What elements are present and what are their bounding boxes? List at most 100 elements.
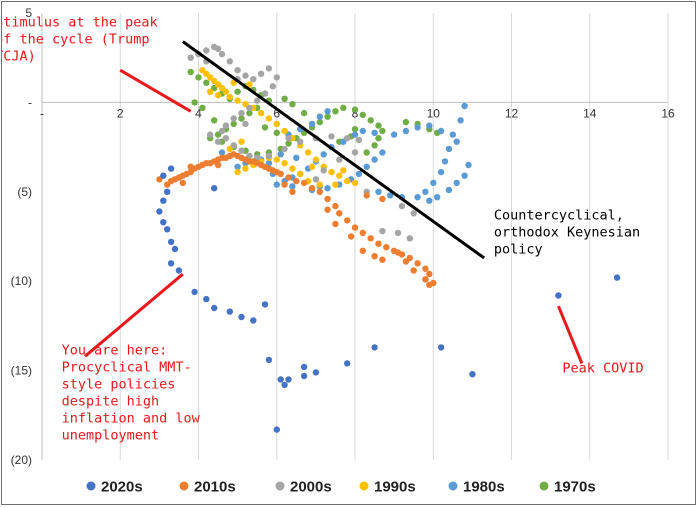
legend-marker (179, 481, 189, 491)
data-point (171, 245, 179, 253)
data-point (230, 120, 237, 128)
data-point (308, 185, 316, 192)
data-point (285, 376, 292, 383)
x-tick-label: 10 (427, 106, 441, 120)
data-point (375, 240, 382, 247)
data-point (234, 168, 241, 176)
data-point (387, 192, 394, 199)
data-point (402, 127, 410, 135)
data-point (285, 174, 292, 181)
data-point (379, 149, 386, 156)
data-point (359, 247, 366, 254)
data-point (289, 165, 296, 172)
data-point (426, 122, 433, 129)
data-point (281, 160, 288, 167)
data-point (426, 197, 433, 204)
data-point (226, 58, 233, 65)
data-point (207, 131, 214, 138)
axes: - 2 4 6 8 10 12 14 16 5 - (5) (10) (15) (20) (11, 6, 675, 467)
data-point (379, 127, 386, 135)
data-point (328, 133, 335, 140)
y-tick-label: (5) (17, 185, 32, 199)
data-point (265, 65, 273, 72)
data-point (214, 92, 222, 99)
annotation-line-text: orthodox Keynesian (494, 225, 640, 241)
data-point (308, 120, 316, 128)
data-point (289, 183, 296, 190)
data-point (281, 95, 288, 103)
data-point (379, 195, 386, 203)
data-point (351, 179, 359, 187)
data-point (371, 253, 378, 260)
annotation-line (557, 305, 584, 365)
data-point (214, 138, 222, 145)
annotation-line-text: unemployment (62, 428, 160, 444)
data-point (320, 151, 327, 158)
data-point (238, 109, 245, 117)
data-point (406, 235, 413, 242)
legend-marker (539, 481, 549, 491)
data-point (461, 102, 468, 110)
x-tick-label: 6 (273, 106, 280, 120)
data-point (441, 158, 449, 165)
data-point (187, 163, 194, 170)
y-tick-label: - (28, 95, 32, 109)
data-point (426, 270, 433, 278)
data-point (414, 194, 421, 201)
y-tick-label: (20) (11, 453, 32, 467)
data-point (312, 369, 320, 376)
data-point (191, 99, 198, 106)
data-point (351, 131, 359, 138)
data-point (254, 97, 261, 104)
data-point (218, 149, 226, 156)
data-point (167, 238, 175, 246)
data-point (277, 170, 284, 178)
data-point (316, 118, 323, 126)
annotation-line-text: inflation and low (62, 411, 201, 427)
data-point (211, 304, 218, 312)
annotation-line (84, 272, 184, 358)
data-point (445, 186, 453, 194)
data-point (437, 168, 445, 176)
data-point (437, 127, 445, 135)
data-point (351, 149, 359, 156)
data-point (234, 88, 241, 95)
data-point (316, 188, 323, 195)
data-point (332, 220, 339, 228)
annotation-text: Peak COVID (562, 360, 643, 376)
data-point (187, 54, 194, 61)
data-point (328, 168, 335, 176)
data-point (414, 260, 421, 267)
data-point (160, 172, 167, 179)
data-point (332, 108, 339, 115)
data-point (312, 176, 320, 183)
x-tick-label: 8 (352, 106, 359, 120)
data-point (261, 301, 269, 308)
data-point (469, 371, 476, 378)
data-point (214, 161, 222, 169)
data-point (234, 97, 241, 104)
annotation-line-text: despite high (62, 394, 160, 410)
annotation-line-text: Countercyclical, (494, 208, 624, 224)
legend-label: 2010s (194, 479, 236, 496)
data-point (273, 156, 280, 163)
data-point (465, 161, 472, 169)
data-point (426, 281, 433, 288)
data-point (383, 244, 390, 251)
data-point (375, 135, 382, 142)
data-point (246, 109, 253, 117)
data-point (230, 142, 237, 149)
annotation-line-text: Stimulus at the peak (2, 14, 158, 30)
data-point (398, 202, 406, 210)
data-point (340, 104, 347, 112)
data-point (265, 115, 273, 122)
data-point (230, 115, 237, 122)
data-point (379, 256, 386, 263)
data-point (312, 156, 320, 163)
data-point (203, 79, 210, 86)
data-point (457, 117, 464, 124)
data-point (316, 113, 323, 120)
data-point (410, 267, 417, 274)
